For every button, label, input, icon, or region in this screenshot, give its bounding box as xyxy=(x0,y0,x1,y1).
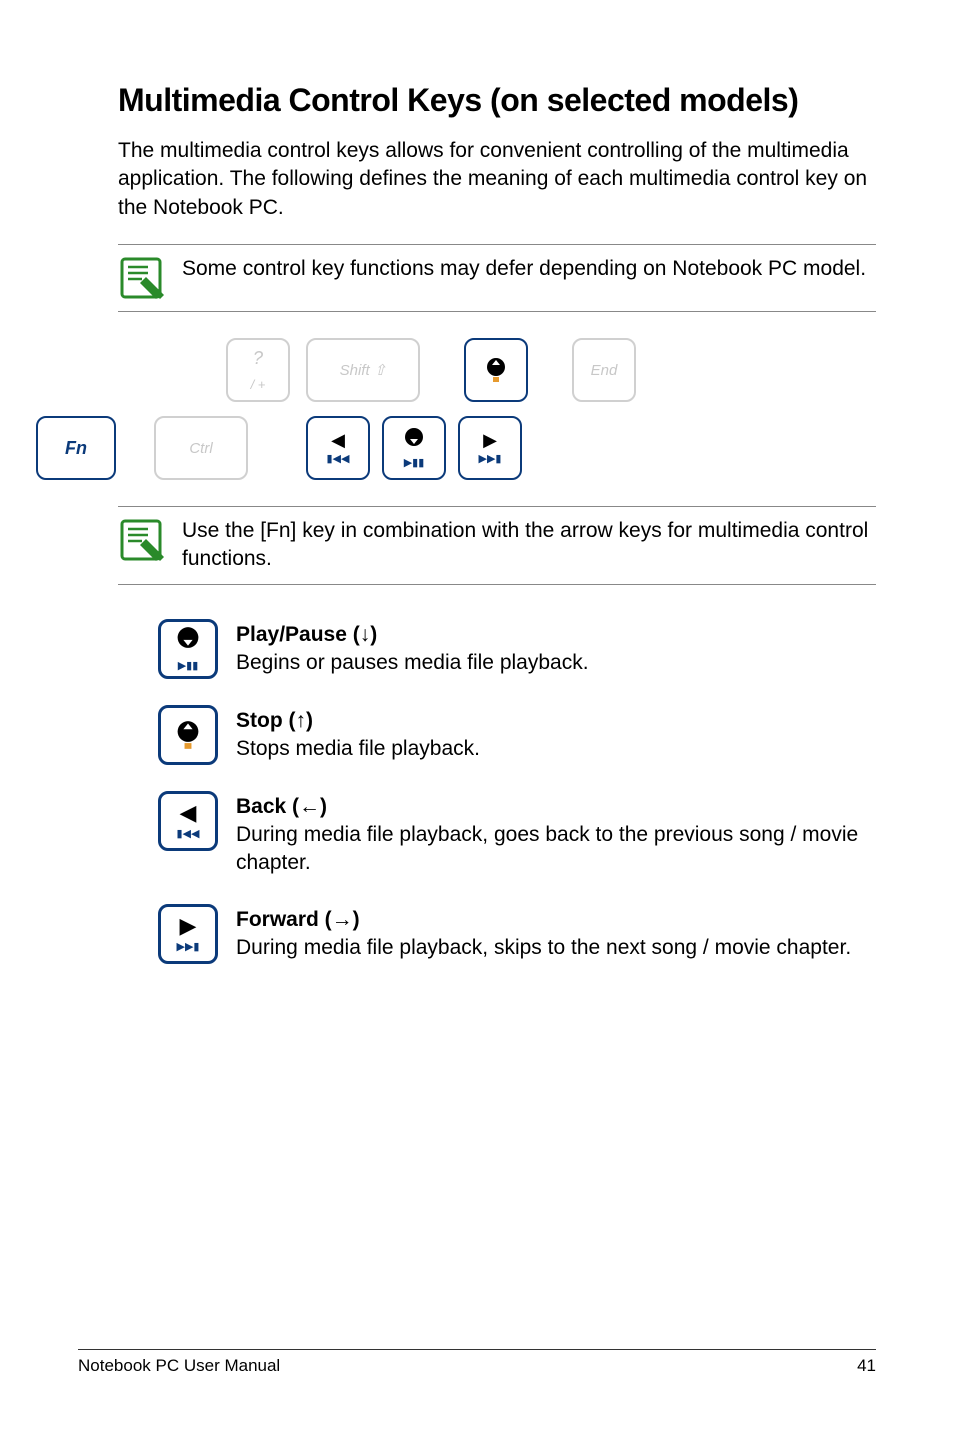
page-title: Multimedia Control Keys (on selected mod… xyxy=(118,82,876,119)
play-key-sub: ▶▮▮ xyxy=(178,659,199,672)
page-footer: Notebook PC User Manual 41 xyxy=(78,1349,876,1376)
key-left-arrow: ◀ ▮◀◀ xyxy=(306,416,370,480)
key-down-arrow: ▶▮▮ xyxy=(382,416,446,480)
footer-left: Notebook PC User Manual xyxy=(78,1356,280,1376)
play-body: Begins or pauses media file playback. xyxy=(236,649,589,677)
keyboard-diagram: ? / + Shift ⇧ End Fn Ctrl ◀ xyxy=(118,338,876,480)
desc-play-pause: ▶▮▮ Play/Pause (↓) Begins or pauses medi… xyxy=(158,619,876,679)
key-row-bottom: Fn Ctrl ◀ ▮◀◀ ▶▮▮ ▶ ▶▶▮ xyxy=(36,416,876,480)
key-question-ghost: ? / + xyxy=(226,338,290,402)
next-track-glyph: ▶▶▮ xyxy=(479,452,502,465)
back-body: During media file playback, goes back to… xyxy=(236,821,876,878)
forward-arrow-glyph: ▶ xyxy=(180,915,197,937)
key-right-arrow: ▶ ▶▶▮ xyxy=(458,416,522,480)
key-end-ghost: End xyxy=(572,338,636,402)
key-end-label: End xyxy=(591,362,618,379)
key-ctrl-label: Ctrl xyxy=(189,440,212,457)
stop-body: Stops media file playback. xyxy=(236,735,480,763)
key-qmark-top: ? xyxy=(253,348,263,369)
back-sub-glyph: ▮◀◀ xyxy=(177,827,200,840)
key-qmark-bottom: / + xyxy=(251,377,266,392)
note-icon xyxy=(118,255,164,301)
right-arrow-glyph: ▶ xyxy=(483,431,497,449)
key-shift-label: Shift ⇧ xyxy=(340,361,387,379)
note-icon-2 xyxy=(118,517,164,563)
play-pause-glyph: ▶▮▮ xyxy=(404,456,425,469)
back-title: Back (←) xyxy=(236,793,876,821)
play-down-glyph xyxy=(401,427,427,453)
forward-title: Forward (→) xyxy=(236,906,851,934)
note-block-2: Use the [Fn] key in combination with the… xyxy=(118,506,876,585)
desc-forward: ▶ ▶▶▮ Forward (→) During media file play… xyxy=(158,904,876,964)
intro-paragraph: The multimedia control keys allows for c… xyxy=(118,137,876,222)
desc-text-play: Play/Pause (↓) Begins or pauses media fi… xyxy=(236,619,589,678)
desc-back: ◀ ▮◀◀ Back (←) During media file playbac… xyxy=(158,791,876,878)
media-key-descriptions: ▶▮▮ Play/Pause (↓) Begins or pauses medi… xyxy=(158,619,876,964)
key-row-top: ? / + Shift ⇧ End xyxy=(226,338,876,402)
desc-stop: Stop (↑) Stops media file playback. xyxy=(158,705,876,765)
key-fn-label: Fn xyxy=(65,438,87,459)
play-title: Play/Pause (↓) xyxy=(236,621,589,649)
desc-text-back: Back (←) During media file playback, goe… xyxy=(236,791,876,878)
play-key-glyph xyxy=(173,626,203,656)
note-text-1: Some control key functions may defer dep… xyxy=(182,253,866,283)
left-arrow-glyph: ◀ xyxy=(331,431,345,449)
key-shift-ghost: Shift ⇧ xyxy=(306,338,420,402)
desc-key-forward: ▶ ▶▶▮ xyxy=(158,904,218,964)
key-up-arrow xyxy=(464,338,528,402)
desc-text-forward: Forward (→) During media file playback, … xyxy=(236,904,851,963)
desc-text-stop: Stop (↑) Stops media file playback. xyxy=(236,705,480,764)
forward-body: During media file playback, skips to the… xyxy=(236,934,851,962)
back-arrow-glyph: ◀ xyxy=(180,802,197,824)
stop-title: Stop (↑) xyxy=(236,707,480,735)
key-fn: Fn xyxy=(36,416,116,480)
prev-track-glyph: ▮◀◀ xyxy=(327,452,350,465)
desc-key-stop xyxy=(158,705,218,765)
footer-page-number: 41 xyxy=(857,1356,876,1376)
note-block-1: Some control key functions may defer dep… xyxy=(118,244,876,312)
desc-key-play: ▶▮▮ xyxy=(158,619,218,679)
forward-sub-glyph: ▶▶▮ xyxy=(177,940,200,953)
key-ctrl-ghost: Ctrl xyxy=(154,416,248,480)
note-text-2: Use the [Fn] key in combination with the… xyxy=(182,515,876,574)
desc-key-back: ◀ ▮◀◀ xyxy=(158,791,218,851)
stop-up-glyph xyxy=(483,357,509,383)
stop-key-glyph xyxy=(173,720,203,750)
